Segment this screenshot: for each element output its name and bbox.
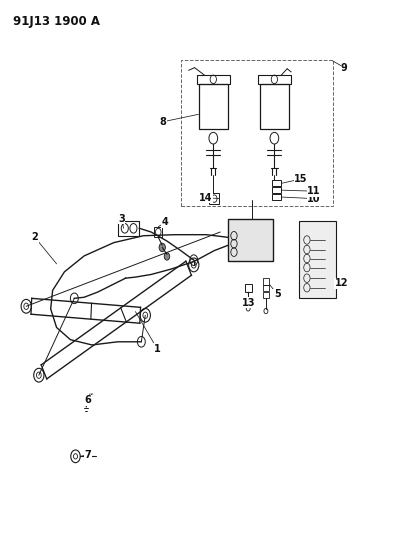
Bar — [272, 194, 281, 200]
Text: 5: 5 — [274, 289, 281, 299]
Bar — [181, 60, 333, 206]
Bar — [228, 219, 274, 261]
Bar — [272, 187, 281, 193]
Bar — [245, 284, 252, 292]
Bar — [258, 75, 291, 84]
Text: 2: 2 — [31, 232, 38, 243]
Text: 7: 7 — [85, 450, 91, 460]
Bar — [209, 193, 220, 204]
Text: 10: 10 — [307, 193, 321, 204]
Text: 4: 4 — [162, 217, 168, 228]
Bar — [198, 84, 228, 128]
Circle shape — [159, 243, 166, 252]
Text: 1: 1 — [154, 344, 160, 354]
Bar — [263, 278, 269, 285]
Text: 3: 3 — [118, 214, 125, 224]
Text: 6: 6 — [85, 395, 91, 405]
Bar — [260, 84, 289, 128]
Bar — [299, 221, 337, 298]
Text: 13: 13 — [242, 297, 256, 308]
Text: 9: 9 — [341, 63, 348, 72]
Bar — [118, 221, 139, 236]
Bar — [154, 227, 162, 237]
Bar — [272, 180, 281, 187]
Bar — [197, 75, 230, 84]
Bar — [263, 292, 269, 298]
Text: 15: 15 — [294, 174, 308, 184]
Text: 11: 11 — [307, 186, 321, 196]
Text: 91J13 1900 A: 91J13 1900 A — [13, 14, 100, 28]
Text: 14: 14 — [199, 192, 212, 203]
Text: 12: 12 — [334, 278, 348, 288]
Bar — [263, 285, 269, 292]
Circle shape — [164, 253, 170, 260]
Text: 8: 8 — [160, 117, 166, 127]
